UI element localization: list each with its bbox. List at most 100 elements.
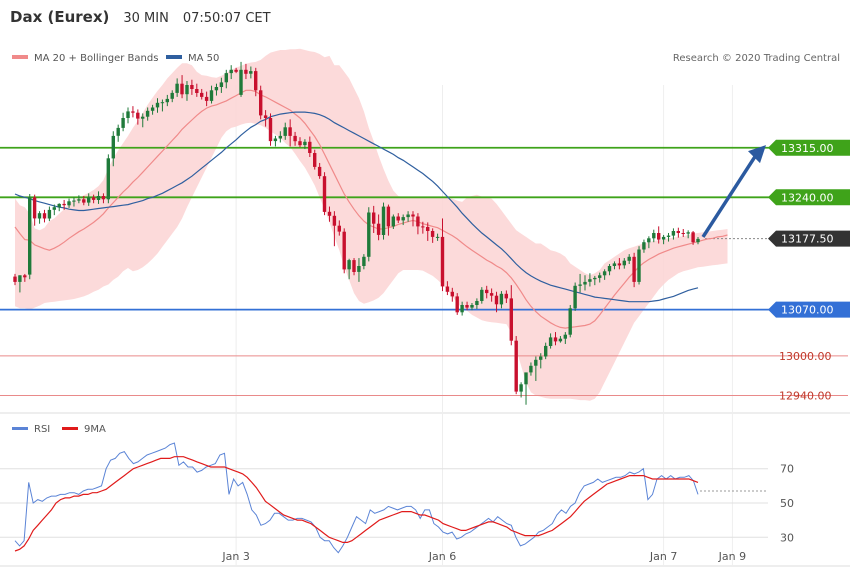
candle — [391, 214, 395, 230]
candle-body — [637, 249, 641, 282]
candle — [504, 290, 508, 303]
candle — [509, 285, 513, 346]
candle-body — [376, 223, 381, 235]
ma50-line — [14, 111, 699, 303]
candle — [273, 135, 278, 147]
candle — [372, 205, 376, 233]
candle — [435, 233, 440, 241]
candle-body — [529, 365, 533, 373]
candle-body — [293, 135, 297, 142]
candle-body — [37, 213, 42, 219]
candle-body — [155, 102, 160, 108]
candle — [18, 275, 22, 293]
candle — [298, 137, 302, 148]
timeframe-label[interactable]: 30 MIN — [123, 11, 169, 26]
candle-body — [445, 286, 450, 292]
candle-body — [82, 199, 86, 203]
candle-body — [141, 116, 145, 119]
candle — [204, 91, 209, 107]
candle — [455, 293, 459, 315]
candle — [612, 261, 617, 270]
candle — [327, 206, 332, 222]
candle — [263, 110, 268, 127]
candle-body — [28, 197, 32, 275]
candle — [101, 193, 106, 204]
candle — [376, 214, 381, 241]
price-label-box — [768, 301, 850, 318]
candle-body — [578, 284, 582, 286]
candle-body — [558, 338, 563, 342]
candle — [67, 198, 71, 208]
candle — [185, 81, 189, 101]
candle — [686, 230, 690, 239]
time-tick-label: Jan 9 — [718, 550, 746, 563]
candle-body — [386, 206, 391, 227]
candle — [553, 332, 558, 346]
candle-body — [676, 231, 680, 233]
price-label-text: 13240.00 — [781, 191, 834, 204]
candle — [28, 194, 32, 280]
candle — [465, 301, 469, 311]
candle — [657, 226, 661, 244]
candle — [219, 77, 224, 93]
candle — [642, 239, 646, 253]
candle-body — [278, 135, 282, 139]
candle — [470, 303, 474, 311]
candle-body — [607, 266, 612, 272]
candle-body — [671, 231, 676, 236]
candle — [696, 236, 700, 245]
candle-body — [666, 235, 671, 237]
candle — [13, 273, 17, 286]
candle — [573, 282, 577, 311]
candle-body — [632, 256, 636, 282]
candle-body — [391, 216, 395, 227]
candle-body — [313, 153, 317, 167]
price-label-box — [768, 189, 850, 206]
candle-body — [209, 90, 214, 101]
candle-body — [347, 260, 351, 270]
candle — [87, 193, 91, 206]
candle — [386, 204, 391, 236]
candle-body — [342, 231, 346, 270]
candle-body — [254, 71, 258, 91]
candle — [141, 113, 145, 128]
candle — [406, 211, 410, 222]
price-labels-layer: 13315.00 13240.00 13177.50 13070.00 13000.00… — [768, 139, 850, 402]
candle — [445, 281, 450, 296]
candle-body — [18, 275, 22, 282]
candle — [534, 356, 538, 381]
candle — [160, 99, 165, 112]
candle-body — [455, 296, 459, 313]
candle-body — [524, 372, 528, 385]
candle — [622, 258, 626, 269]
candle — [352, 258, 356, 276]
candle — [293, 131, 297, 146]
candle — [381, 202, 386, 240]
price-label-text: 13070.00 — [781, 304, 834, 317]
candle — [278, 131, 282, 143]
candle-body — [426, 227, 430, 231]
candle — [342, 228, 346, 274]
candle-body — [170, 92, 174, 99]
candle-body — [244, 69, 248, 74]
target-arrow-layer — [701, 145, 766, 238]
candle-body — [116, 127, 120, 136]
candle — [268, 113, 273, 146]
candle-body — [42, 213, 47, 219]
candle — [539, 353, 543, 369]
candle-body — [475, 301, 479, 305]
candle — [681, 229, 685, 237]
candle — [52, 204, 56, 216]
bands-legend-label: MA 20 + Bollinger Bands — [34, 53, 158, 64]
candle-body — [470, 305, 474, 308]
candle-body — [308, 141, 312, 153]
candle — [224, 69, 228, 89]
price-label-box — [768, 139, 850, 156]
candle — [72, 197, 76, 207]
candle-body — [234, 69, 238, 72]
candle-body — [160, 102, 165, 104]
candle — [259, 85, 263, 120]
candle-body — [224, 73, 228, 83]
candle — [165, 94, 169, 107]
